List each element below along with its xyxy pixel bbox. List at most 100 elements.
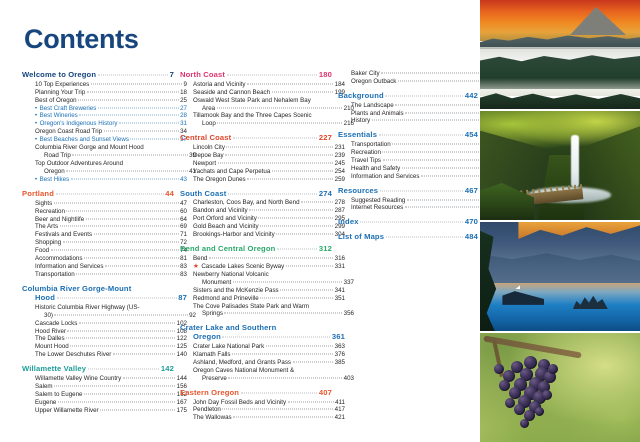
toc-chapter[interactable]: Resources 467 bbox=[338, 186, 478, 196]
toc-subentry[interactable]: Newport 245 bbox=[180, 160, 345, 168]
toc-subentry-continuation[interactable]: Area 210 bbox=[180, 105, 354, 113]
toc-subentry[interactable]: Baker City429 bbox=[338, 70, 491, 78]
toc-subentry[interactable]: The Lower Deschutes River 140 bbox=[22, 351, 187, 359]
toc-subentry[interactable]: The Cove Palisades State Park and Warm bbox=[180, 303, 345, 311]
toc-subentry[interactable]: Food 74 bbox=[22, 247, 187, 255]
toc-subentry[interactable]: Health and Safety463 bbox=[338, 165, 491, 173]
toc-subentry[interactable]: Cascade Locks 102 bbox=[22, 320, 187, 328]
toc-subentry[interactable]: Bend 316 bbox=[180, 255, 345, 263]
toc-subentry[interactable]: Internet Resources468 bbox=[338, 204, 491, 212]
toc-subentry[interactable]: History450 bbox=[338, 117, 491, 125]
toc-subentry-continuation[interactable]: Oregon 41 bbox=[22, 168, 196, 176]
toc-chapter[interactable]: Crater Lake and Southern Oregon 361 bbox=[180, 323, 345, 342]
toc-subentry[interactable]: Information and Services 83 bbox=[22, 263, 187, 271]
toc-subentry[interactable]: Best of Oregon 25 bbox=[22, 97, 187, 105]
toc-chapter[interactable]: Eastern Oregon 407 bbox=[180, 388, 332, 398]
toc-chapter[interactable]: Willamette Valley 142 bbox=[22, 364, 174, 374]
toc-subentry[interactable]: Astoria and Vicinity 184 bbox=[180, 81, 345, 89]
toc-subentry[interactable]: Oregon Coast Road Trip 34 bbox=[22, 128, 187, 136]
toc-highlight[interactable]: • Best Craft Breweries 27 bbox=[22, 105, 187, 113]
toc-subentry-continuation[interactable]: Monument 337 bbox=[180, 279, 354, 287]
toc-subentry[interactable]: Oswald West State Park and Nehalem Bay bbox=[180, 97, 345, 105]
toc-chapter[interactable]: Portland 44 bbox=[22, 189, 174, 199]
toc-subentry[interactable]: Port Orford and Vicinity 295 bbox=[180, 215, 345, 223]
toc-subentry[interactable]: Brookings-Harbor and Vicinity 304 bbox=[180, 231, 345, 239]
toc-subentry[interactable]: Newberry National Volcanic bbox=[180, 271, 345, 279]
toc-subentry-continuation[interactable]: Springs 356 bbox=[180, 310, 354, 318]
toc-subentry[interactable]: The Wallowas 421 bbox=[180, 414, 345, 422]
toc-subentry[interactable]: Willamette Valley Wine Country 144 bbox=[22, 375, 187, 383]
toc-subentry[interactable]: Transportation454 bbox=[338, 141, 491, 149]
toc-subentry[interactable]: Top Outdoor Adventures Around bbox=[22, 160, 187, 168]
toc-chapter[interactable]: Essentials 454 bbox=[338, 130, 478, 140]
toc-subentry[interactable]: Transportation 83 bbox=[22, 271, 187, 279]
toc-chapter[interactable]: South Coast 274 bbox=[180, 189, 332, 199]
toc-highlight[interactable]: • Best Wineries 28 bbox=[22, 112, 187, 120]
toc-subentry[interactable]: 10 Top Experiences 9 bbox=[22, 81, 187, 89]
toc-chapter[interactable]: Columbia River Gorge-Mount Hood 87 bbox=[22, 284, 187, 303]
toc-subentry-continuation[interactable]: 30) 92 bbox=[22, 312, 196, 320]
toc-highlight[interactable]: • Oregon's Indigenous History 31 bbox=[22, 120, 187, 128]
toc-chapter[interactable]: Central Coast 227 bbox=[180, 133, 332, 143]
toc-entry-page: 156 bbox=[176, 382, 187, 390]
toc-subentry[interactable]: Recreation457 bbox=[338, 149, 491, 157]
toc-chapter[interactable]: Bend and Central Oregon 312 bbox=[180, 244, 332, 254]
toc-subentry[interactable]: Salem 156 bbox=[22, 383, 187, 391]
toc-subentry[interactable]: Charleston, Coos Bay, and North Bend 278 bbox=[180, 199, 345, 207]
toc-subentry[interactable]: Pendleton 417 bbox=[180, 406, 345, 414]
toc-subentry[interactable]: Salem to Eugene 162 bbox=[22, 391, 187, 399]
toc-chapter[interactable]: List of Maps 484 bbox=[338, 232, 478, 242]
toc-subentry[interactable]: Hood River 108 bbox=[22, 328, 187, 336]
toc-subentry[interactable]: Information and Services465 bbox=[338, 173, 491, 181]
toc-subentry[interactable]: Crater Lake National Park 363 bbox=[180, 343, 345, 351]
toc-subentry[interactable]: Beer and Nightlife 64 bbox=[22, 216, 187, 224]
toc-subentry[interactable]: Suggested Reading467 bbox=[338, 197, 491, 205]
toc-subentry[interactable]: Oregon Outback432 bbox=[338, 78, 491, 86]
toc-chapter-line2[interactable]: Hood 87 bbox=[22, 293, 187, 303]
toc-subentry[interactable]: Tillamook Bay and the Three Capes Scenic bbox=[180, 112, 345, 120]
toc-subentry[interactable]: Bandon and Vicinity 287 bbox=[180, 207, 345, 215]
toc-subentry[interactable]: Recreation 60 bbox=[22, 208, 187, 216]
toc-chapter[interactable]: Background 442 bbox=[338, 91, 478, 101]
toc-subentry[interactable]: Columbia River Gorge and Mount Hood bbox=[22, 144, 187, 152]
toc-subentry[interactable]: Sights 47 bbox=[22, 200, 187, 208]
toc-subentry[interactable]: Plants and Animals446 bbox=[338, 110, 491, 118]
toc-subentry[interactable]: Ashland, Medford, and Grants Pass 385 bbox=[180, 359, 345, 367]
toc-subentry-continuation[interactable]: Loop 216 bbox=[180, 120, 354, 128]
toc-subentry[interactable]: Lincoln City 231 bbox=[180, 144, 345, 152]
toc-subentry[interactable]: Eugene 167 bbox=[22, 399, 187, 407]
toc-leader-dots bbox=[79, 114, 179, 116]
toc-subentry[interactable]: John Day Fossil Beds and Vicinity 411 bbox=[180, 399, 345, 407]
toc-subentry[interactable]: Historic Columbia River Highway (US- bbox=[22, 304, 187, 312]
toc-subentry[interactable]: Yachats and Cape Perpetua 254 bbox=[180, 168, 345, 176]
toc-subentry[interactable]: Oregon Caves National Monument & bbox=[180, 367, 345, 375]
toc-highlight[interactable]: • Best Hikes 43 bbox=[22, 176, 187, 184]
toc-subentry[interactable]: Sisters and the McKenzie Pass 341 bbox=[180, 287, 345, 295]
toc-highlight[interactable]: • Best Beaches and Sunset Views 37 bbox=[22, 136, 187, 144]
toc-subentry[interactable]: Gold Beach and Vicinity 299 bbox=[180, 223, 345, 231]
toc-subentry[interactable]: Planning Your Trip 18 bbox=[22, 89, 187, 97]
toc-chapter[interactable]: North Coast 180 bbox=[180, 70, 332, 80]
toc-subentry[interactable]: Upper Willamette River 175 bbox=[22, 407, 187, 415]
toc-entry-label: Hood bbox=[35, 293, 55, 302]
toc-subentry[interactable]: Klamath Falls 376 bbox=[180, 351, 345, 359]
toc-subentry[interactable]: Festivals and Events 71 bbox=[22, 231, 187, 239]
toc-subentry[interactable]: Redmond and Prineville 351 bbox=[180, 295, 345, 303]
toc-subentry[interactable]: The Oregon Dunes 259 bbox=[180, 176, 345, 184]
toc-chapter-line2[interactable]: Oregon 361 bbox=[180, 332, 345, 342]
toc-entry-label: Eastern Oregon bbox=[180, 387, 240, 397]
toc-subentry[interactable]: The Arts 69 bbox=[22, 223, 187, 231]
toc-subentry[interactable]: Mount Hood 125 bbox=[22, 343, 187, 351]
toc-subentry[interactable]: Shopping 72 bbox=[22, 239, 187, 247]
toc-subentry[interactable]: Depoe Bay 239 bbox=[180, 152, 345, 160]
toc-subentry[interactable]: The Landscape442 bbox=[338, 102, 491, 110]
toc-subentry-continuation[interactable]: Road Trip 39 bbox=[22, 152, 196, 160]
toc-subentry[interactable]: Seaside and Cannon Beach 199 bbox=[180, 89, 345, 97]
toc-chapter[interactable]: Index 470 bbox=[338, 217, 478, 227]
toc-subentry[interactable]: Travel Tips461 bbox=[338, 157, 491, 165]
toc-starred-highlight[interactable]: ★ Cascade Lakes Scenic Byway 331 bbox=[180, 263, 345, 271]
toc-subentry[interactable]: The Dalles 122 bbox=[22, 335, 187, 343]
toc-subentry-continuation[interactable]: Preserve 403 bbox=[180, 375, 354, 383]
toc-chapter[interactable]: Welcome to Oregon 7 bbox=[22, 70, 174, 80]
toc-subentry[interactable]: Accommodations 81 bbox=[22, 255, 187, 263]
